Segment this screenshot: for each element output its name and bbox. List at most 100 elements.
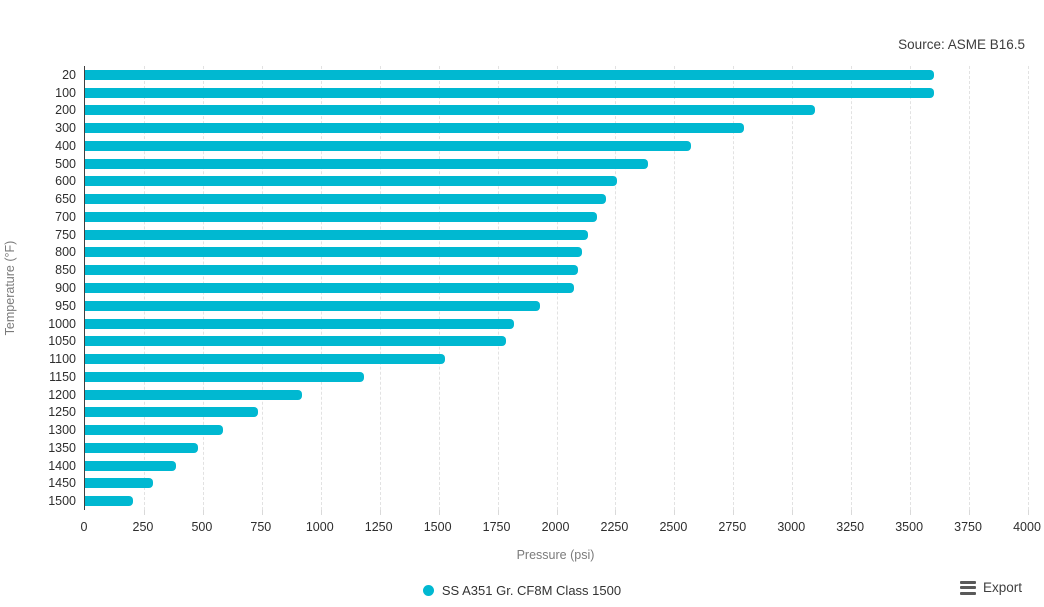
bar-700[interactable] [85,211,597,222]
bar-600[interactable] [85,176,617,187]
x-tick-label: 3750 [954,520,982,534]
bar-1400[interactable] [85,460,176,471]
y-tick-label: 300 [55,121,76,136]
legend-item[interactable]: SS A351 Gr. CF8M Class 1500 [0,583,1044,598]
y-tick-label: 800 [55,245,76,260]
y-tick-label: 400 [55,138,76,153]
bar-20[interactable] [85,69,934,80]
y-tick-label: 850 [55,263,76,278]
x-tick-label: 3250 [836,520,865,534]
bar-300[interactable] [85,123,744,134]
x-axis-tickmark [261,510,263,515]
bar-1150[interactable] [85,371,365,382]
y-tick-label: 650 [55,192,76,207]
x-tick-label: 4000 [1013,520,1041,534]
bar-100[interactable] [85,87,934,98]
source-note: Source: ASME B16.5 [898,37,1025,52]
bar-1500[interactable] [85,496,134,507]
bar-950[interactable] [85,300,540,311]
export-menu-icon [959,580,976,595]
y-tick-label: 1100 [49,352,76,367]
y-tick-label: 750 [55,227,76,242]
bar-900[interactable] [85,283,575,293]
y-tick-label: 1200 [48,387,76,402]
legend-marker-icon [422,585,434,596]
x-tick-label: 3000 [777,520,806,534]
y-tick-label: 1150 [49,369,76,384]
bar-1350[interactable] [85,442,199,453]
bar-400[interactable] [85,140,691,151]
x-axis-tickmark [733,510,735,515]
export-button[interactable]: Export [959,580,1022,595]
bar-800[interactable] [85,247,583,258]
x-axis-tickmark [792,510,794,515]
bar-1200[interactable] [85,389,302,400]
x-axis-tickmark [143,510,145,515]
legend-label: SS A351 Gr. CF8M Class 1500 [441,583,622,598]
x-tick-label: 3500 [895,520,924,534]
x-axis-title: Pressure (psi) [516,548,595,562]
x-tick-label: 1250 [364,520,393,534]
y-tick-label: 1450 [48,476,76,491]
y-tick-label: 900 [55,281,76,295]
y-tick-label: 1350 [48,440,76,455]
y-tick-label: 1000 [48,316,76,331]
x-tick-label: 2250 [600,520,629,534]
plot-area [84,66,1029,515]
x-axis-tickmark [674,510,676,515]
export-label: Export [982,580,1022,595]
bar-850[interactable] [85,265,578,276]
y-tick-label: 1250 [48,405,76,420]
y-tick-label: 1050 [48,334,76,349]
bar-1000[interactable] [85,318,515,329]
gridline [792,66,794,510]
gridline [1028,66,1029,510]
x-tick-label: 2500 [659,520,688,534]
bar-750[interactable] [85,229,589,240]
x-axis-tickmark [497,510,499,515]
gridline [733,66,735,510]
y-tick-label: 1400 [48,458,76,473]
y-tick-label: 1300 [48,423,76,438]
y-tick-label: 700 [55,209,76,224]
y-tick-label: 600 [55,174,76,189]
x-axis-tickmark [556,510,558,515]
y-tick-label: 950 [55,298,76,313]
y-tick-label: 1500 [48,494,76,509]
x-tick-label: 1750 [482,520,511,534]
x-tick-label: 2000 [541,520,570,534]
y-tick-label: 100 [55,85,76,100]
bar-1100[interactable] [85,354,445,365]
bar-200[interactable] [85,105,815,116]
y-tick-label: 500 [55,156,76,171]
bar-1250[interactable] [85,407,259,418]
x-tick-label: 1000 [305,520,334,534]
y-tick-label: 200 [55,103,76,118]
x-tick-label: 750 [250,520,272,534]
gridline [910,66,912,510]
x-tick-label: 2750 [718,520,747,534]
gridline [674,66,676,510]
x-axis-tickmark [379,510,381,515]
bar-1450[interactable] [85,478,154,489]
x-axis-tickmark [202,510,204,515]
x-axis-tickmark [320,510,322,515]
gridline [969,66,971,510]
x-axis-tickmark [1028,510,1029,515]
gridline [615,66,617,510]
x-axis-tickmark [910,510,912,515]
x-tick-label: 500 [191,520,213,534]
x-axis-tickmark [851,510,853,515]
x-axis-tickmark [438,510,440,515]
x-tick-label: 1500 [423,520,452,534]
y-tick-label: 20 [62,67,76,82]
x-axis-tickmark [615,510,617,515]
x-tick-label: 0 [80,520,88,534]
x-axis-tickmark [969,510,971,515]
bar-1300[interactable] [85,425,223,436]
bar-650[interactable] [85,194,606,205]
bar-500[interactable] [85,158,649,169]
x-tick-label: 250 [132,520,154,534]
bar-1050[interactable] [85,336,506,347]
